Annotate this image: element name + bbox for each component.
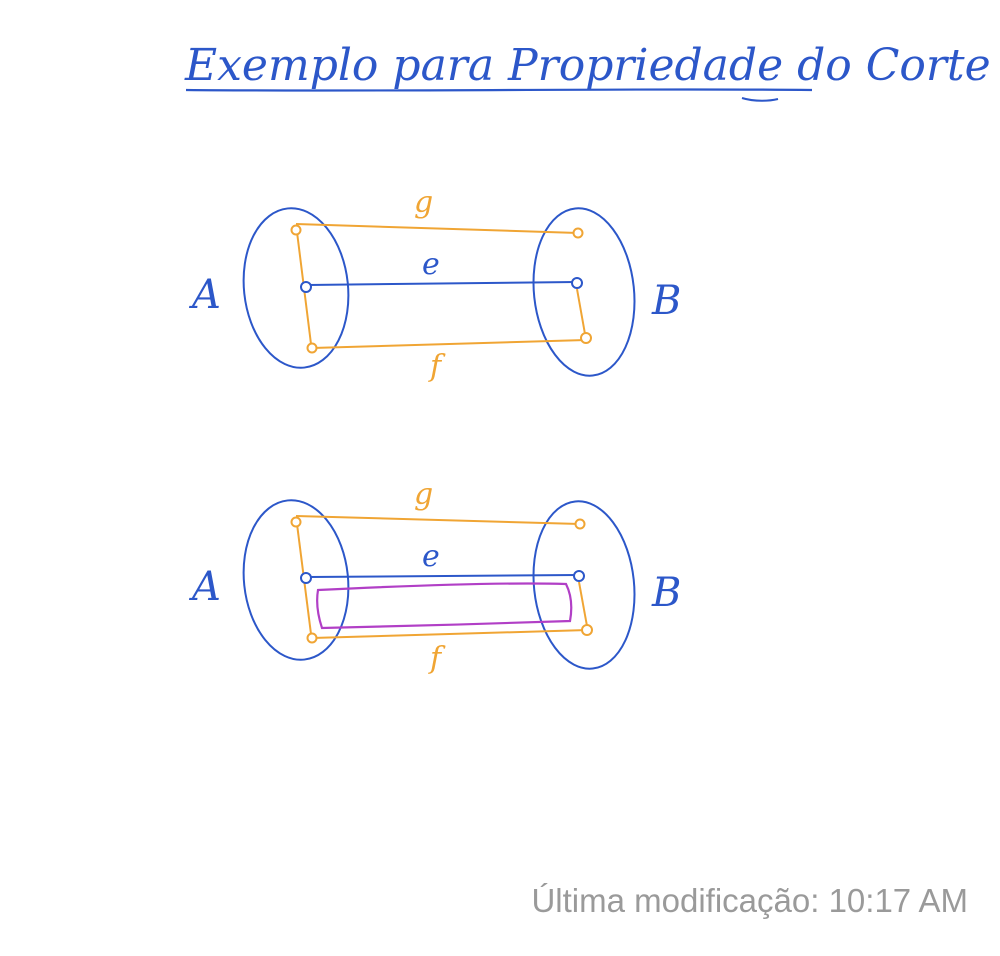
set-a-ellipse xyxy=(242,207,350,369)
set-b-label: B xyxy=(651,278,681,324)
set-a-label: A xyxy=(188,564,221,610)
diagram-1: A B g e f xyxy=(188,185,681,384)
edge-f xyxy=(311,629,589,639)
last-modified-timestamp: Última modificação: 10:17 AM xyxy=(531,882,968,919)
set-a-label: A xyxy=(188,272,221,318)
edge-e xyxy=(307,574,579,578)
vertex xyxy=(300,572,312,584)
vertex xyxy=(290,224,302,236)
set-a-ellipse xyxy=(242,499,350,661)
set-b-ellipse xyxy=(532,207,636,377)
vertex xyxy=(306,342,318,354)
vertex xyxy=(581,624,593,636)
vertex xyxy=(290,516,302,528)
edge-b-vertical xyxy=(576,288,586,335)
vertex xyxy=(572,227,584,239)
edge-b-vertical xyxy=(578,581,588,627)
vertex xyxy=(306,632,318,644)
edge-g xyxy=(295,223,579,234)
set-b-label: B xyxy=(651,570,681,616)
edge-g-label: g xyxy=(414,477,433,512)
edge-f-label: f xyxy=(428,641,446,676)
page-title: Exemplo para Propriedade do Corte xyxy=(184,40,991,91)
edge-f xyxy=(311,339,587,349)
diagram-2: A B g e f xyxy=(188,477,681,676)
vertex xyxy=(574,518,586,530)
edge-g-label: g xyxy=(414,185,433,220)
title-underline xyxy=(185,88,813,92)
vertex xyxy=(300,281,312,293)
highlighted-cycle xyxy=(316,582,573,630)
edge-e xyxy=(307,281,577,286)
edge-g xyxy=(295,515,581,525)
edge-e-label: e xyxy=(422,539,440,574)
vertex xyxy=(580,332,592,344)
edge-e-label: e xyxy=(422,247,440,282)
set-b-ellipse xyxy=(532,500,636,670)
title-underline-flourish xyxy=(741,97,779,102)
edge-f-label: f xyxy=(428,349,446,384)
vertex xyxy=(573,570,585,582)
vertex xyxy=(571,277,583,289)
